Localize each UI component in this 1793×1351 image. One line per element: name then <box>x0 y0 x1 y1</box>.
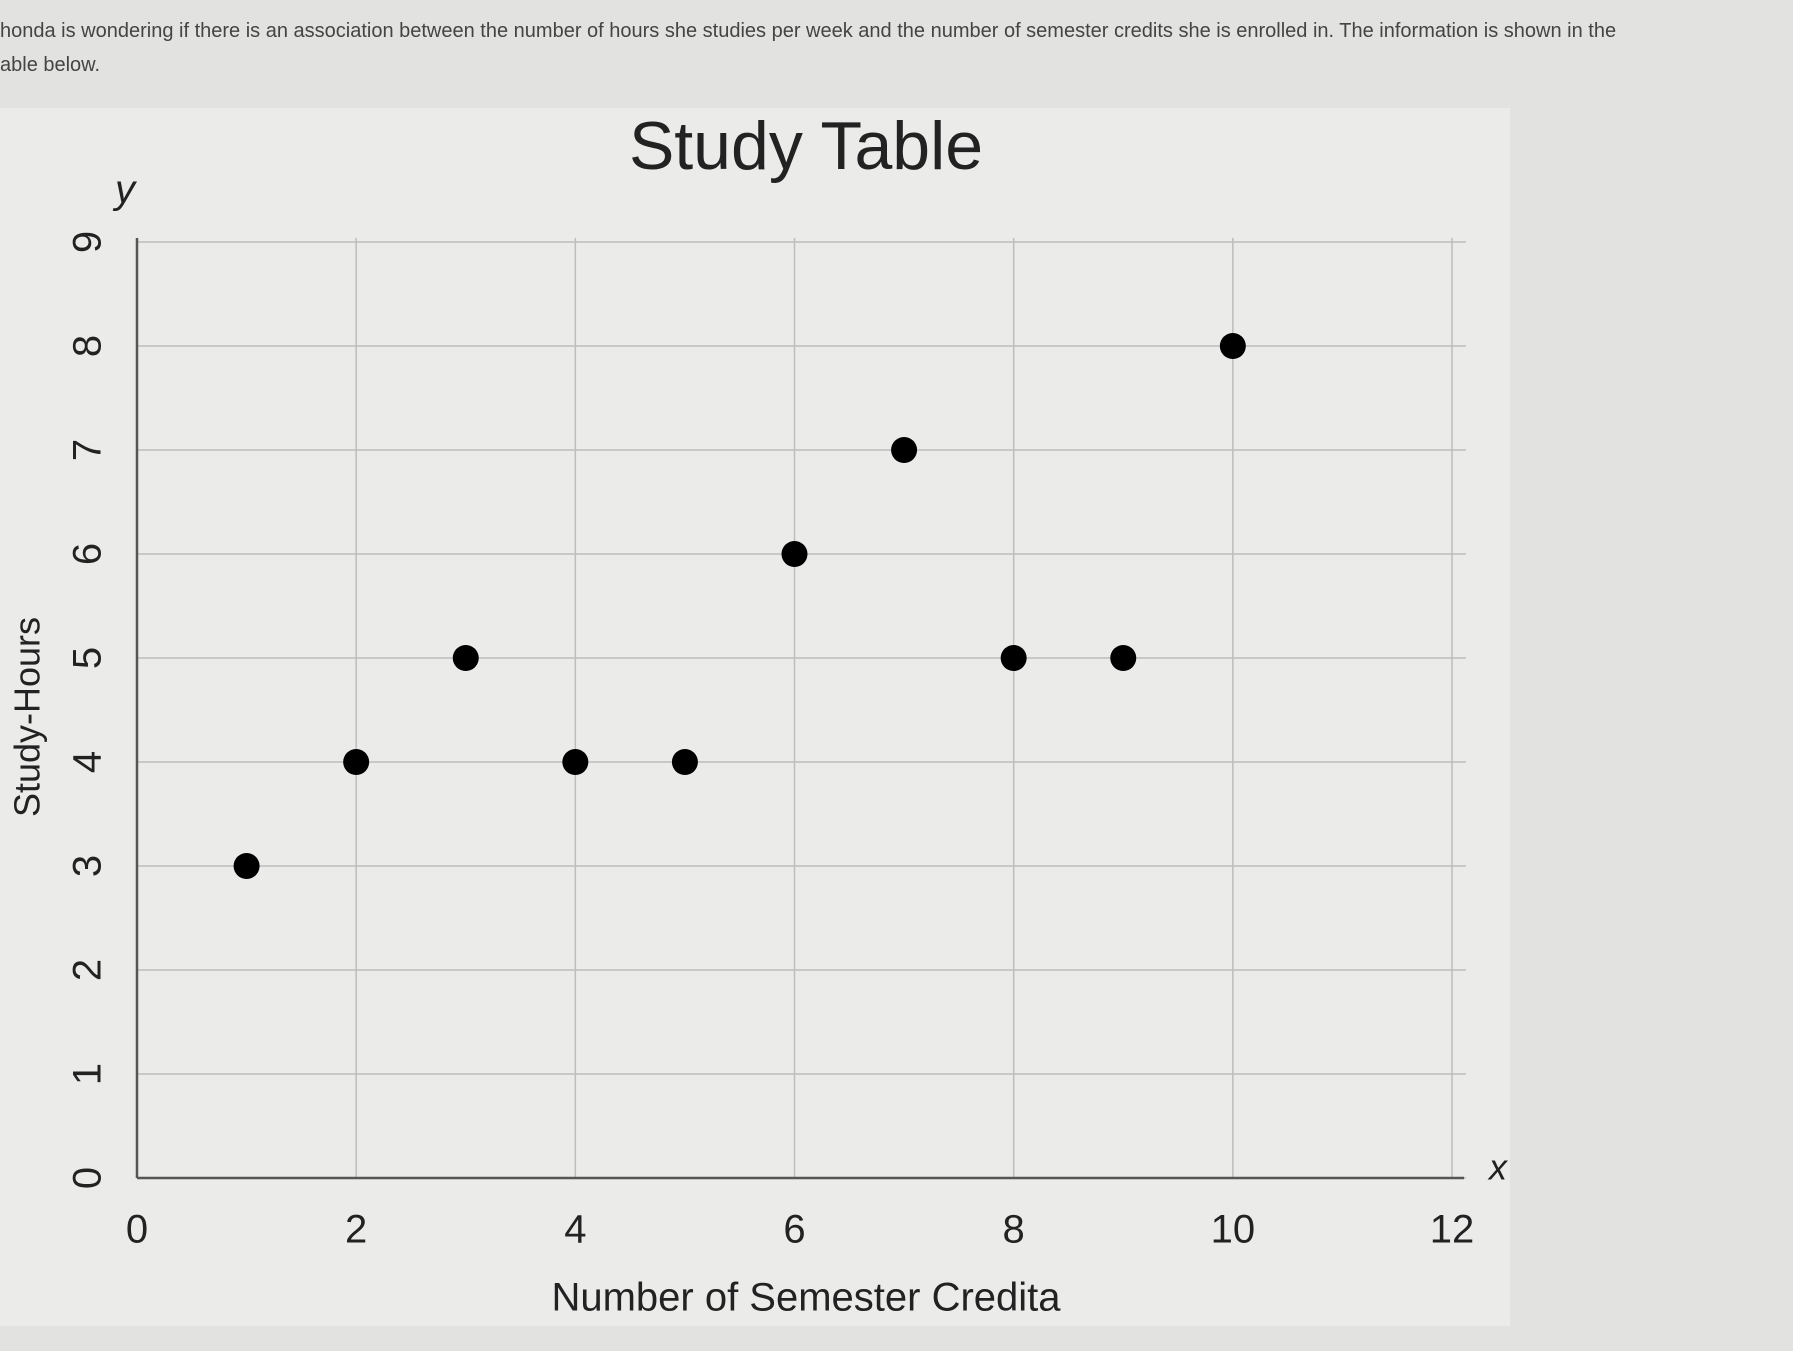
x-tick-label: 0 <box>126 1208 148 1252</box>
chart-panel <box>0 108 1510 1326</box>
point <box>233 853 260 879</box>
point <box>1219 333 1246 359</box>
chart-title: Study Table <box>629 108 983 184</box>
x-tick-label: 10 <box>1211 1208 1256 1252</box>
x-axis-label: Number of Semester Credita <box>551 1276 1061 1320</box>
y-tick-label: 4 <box>66 751 110 773</box>
y-axis-label: Study-Hours <box>7 617 48 817</box>
y-tick-label: 0 <box>66 1167 110 1189</box>
y-tick-label: 8 <box>66 335 110 357</box>
point <box>1110 645 1137 671</box>
point <box>343 749 370 775</box>
y-tick-label: 7 <box>66 439 110 461</box>
point <box>891 437 918 463</box>
point <box>562 749 589 775</box>
y-tick-label: 5 <box>66 647 110 669</box>
intro-line: honda is wondering if there is an associ… <box>0 20 1617 42</box>
x-tick-label: 4 <box>564 1208 586 1252</box>
intro-text: honda is wondering if there is an associ… <box>0 14 1616 82</box>
point <box>781 541 808 567</box>
y-axis-symbol: y <box>112 168 138 212</box>
x-tick-label: 6 <box>783 1208 805 1252</box>
y-tick-label: 1 <box>66 1063 110 1085</box>
y-tick-label: 6 <box>66 543 110 565</box>
x-tick-label: 8 <box>1003 1208 1025 1252</box>
y-tick-label: 3 <box>66 855 110 877</box>
y-tick-label: 9 <box>66 231 110 253</box>
x-tick-label: 12 <box>1430 1208 1475 1252</box>
intro-line: able below. <box>0 54 101 76</box>
point <box>671 749 698 775</box>
x-tick-label: 2 <box>345 1208 367 1252</box>
point <box>1000 645 1027 671</box>
y-tick-label: 2 <box>66 959 110 981</box>
point <box>452 645 479 671</box>
x-axis-symbol: x <box>1487 1147 1509 1188</box>
